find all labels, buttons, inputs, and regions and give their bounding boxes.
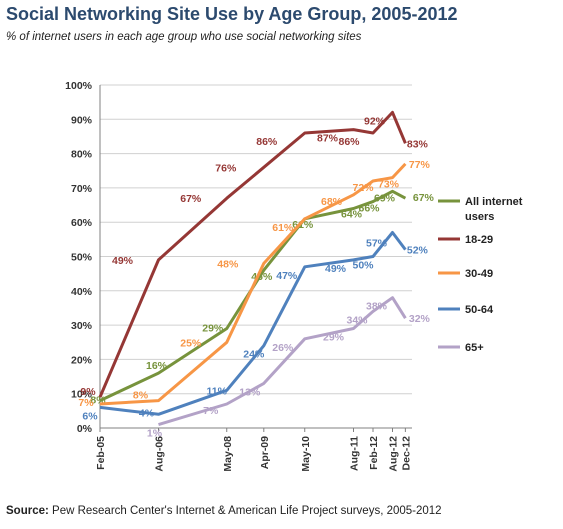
series-line: [99, 231, 407, 416]
x-tick-label: May-08: [222, 436, 234, 472]
data-label: 66%: [358, 203, 380, 215]
data-label: 77%: [409, 159, 431, 171]
data-label: 87%: [317, 133, 339, 145]
legend-label-line2: users: [465, 211, 494, 223]
data-label: 38%: [366, 301, 388, 313]
data-label: 61%: [272, 222, 294, 234]
data-label: 67%: [180, 193, 202, 205]
source-label: Source:: [6, 505, 49, 517]
x-tick-label: Apr-09: [259, 436, 271, 469]
legend-item: 30-49: [438, 268, 493, 280]
y-tick-label: 60%: [71, 217, 93, 229]
data-label: 26%: [272, 342, 294, 354]
chart-title: Social Networking Site Use by Age Group,…: [6, 4, 458, 24]
y-tick-label: 30%: [71, 320, 93, 332]
x-tick-label: Aug-06: [154, 436, 166, 472]
data-label: 86%: [256, 136, 278, 148]
legend-label: 50-64: [465, 304, 494, 316]
data-label: 29%: [202, 323, 224, 335]
data-label: 34%: [346, 314, 368, 326]
x-tick-label: Aug-12: [388, 436, 400, 472]
data-label: 32%: [409, 313, 431, 325]
data-label: 4%: [139, 407, 155, 419]
data-label: 52%: [407, 245, 429, 257]
data-label: 64%: [341, 208, 363, 220]
data-label: 24%: [243, 349, 265, 361]
data-label: 16%: [146, 360, 168, 372]
y-tick-label: 0%: [77, 423, 93, 435]
legend-label: 18-29: [465, 234, 493, 246]
data-label: 92%: [364, 115, 386, 127]
y-tick-label: 40%: [71, 286, 93, 298]
data-label: 67%: [413, 192, 435, 204]
data-label: 50%: [352, 260, 374, 272]
legend-item: 50-64: [438, 304, 494, 316]
legend-label: 65+: [465, 342, 484, 354]
data-label: 7%: [78, 397, 94, 409]
data-label: 9%: [80, 386, 96, 398]
x-tick-label: May-10: [300, 436, 312, 472]
data-label: 72%: [352, 182, 374, 194]
legend-item: All internet users: [438, 196, 523, 223]
data-label: 11%: [207, 385, 228, 397]
data-label: 29%: [323, 332, 345, 344]
data-label: 7%: [203, 405, 219, 417]
data-label: 76%: [215, 162, 237, 174]
data-label: 69%: [374, 192, 396, 204]
y-tick-label: 70%: [71, 183, 93, 195]
data-label: 57%: [366, 237, 388, 249]
legend-item: 18-29: [438, 234, 493, 246]
data-label: 48%: [217, 258, 239, 270]
y-tick-label: 100%: [65, 80, 93, 92]
legend-label: All internet: [465, 196, 523, 208]
source-text: Pew Research Center's Internet & America…: [48, 505, 442, 517]
y-tick-label: 50%: [71, 252, 93, 264]
x-tick-label: Dec-12: [400, 436, 412, 471]
x-tick-label: Aug-11: [349, 436, 361, 471]
series-line: [98, 110, 407, 398]
data-label: 83%: [407, 138, 429, 150]
data-label: 49%: [112, 255, 134, 267]
data-label: 13%: [239, 386, 261, 398]
series-line: [158, 296, 407, 427]
chart-subtitle: % of internet users in each age group wh…: [6, 31, 362, 43]
data-label: 73%: [378, 179, 400, 191]
x-tick-label: Feb-05: [95, 436, 107, 470]
data-label: 68%: [321, 196, 343, 208]
legend-item: 65+: [438, 342, 484, 354]
legend-label: 30-49: [465, 268, 493, 280]
data-label: 1%: [147, 428, 163, 440]
data-label: 6%: [82, 410, 98, 422]
y-tick-label: 90%: [71, 114, 93, 126]
y-tick-label: 20%: [71, 354, 93, 366]
y-tick-label: 10%: [71, 389, 93, 401]
source-note: Source: Pew Research Center's Internet &…: [6, 505, 442, 517]
series-line: [99, 162, 407, 406]
data-label: 8%: [133, 390, 149, 402]
y-tick-label: 80%: [71, 149, 93, 161]
x-tick-label: Feb-12: [368, 436, 380, 470]
data-label: 25%: [180, 337, 202, 349]
data-label: 47%: [276, 270, 298, 282]
data-label: 86%: [338, 136, 360, 148]
data-label: 49%: [325, 263, 347, 275]
